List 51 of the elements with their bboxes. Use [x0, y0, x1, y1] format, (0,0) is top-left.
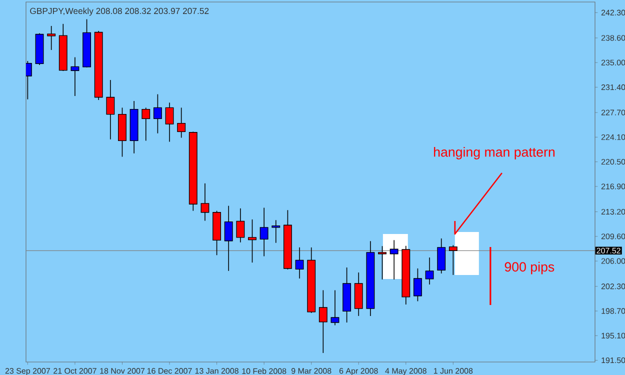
candlestick [70, 56, 80, 96]
candlestick [236, 208, 245, 243]
candlestick [295, 247, 304, 279]
candlestick [437, 238, 446, 274]
y-tick-label: 231.40 [601, 84, 625, 90]
text: GBPJPY,Weekly 208.08 208.32 203.97 207.52 [30, 8, 209, 16]
candlestick [165, 102, 174, 142]
x-tick-label: 13 Jan 2008 [195, 368, 238, 374]
x-tick-label: 6 Apr 2008 [339, 368, 378, 375]
y-tick-label: 224.10 [601, 134, 625, 140]
x-tick-label: 16 Dec 2007 [147, 368, 192, 374]
x-tick-label: 10 Feb 2008 [242, 368, 286, 374]
y-tick-label: 216.90 [601, 184, 625, 190]
candlestick [330, 290, 340, 326]
annotation: hanging man pattern [434, 146, 555, 160]
candlestick [425, 257, 434, 285]
y-tick-label: 220.50 [601, 158, 625, 165]
x-tick-label: 9 Mar 2008 [291, 368, 332, 374]
x-tick-label: 18 Nov 2007 [100, 368, 145, 374]
candlestick [272, 220, 280, 244]
y-tick-label: 227.70 [601, 110, 625, 116]
candlestick [413, 268, 422, 302]
candlestick [448, 244, 458, 276]
y-tick-label: 195.10 [602, 332, 625, 338]
candlestick [47, 26, 56, 50]
candlestick [153, 94, 162, 134]
y-tick-label: 242.30 [601, 10, 625, 16]
candlestick [390, 240, 398, 280]
y-tick-label: 209.60 [601, 234, 625, 240]
y-tick-label: 191.50 [602, 357, 625, 364]
annotation: 900 pips [504, 262, 554, 274]
ref-line-label: 207.52 [596, 248, 620, 254]
candlestick [260, 207, 268, 257]
candlestick [142, 107, 150, 142]
candlestick [200, 182, 210, 222]
y-tick-label: 202.30 [601, 284, 625, 290]
candlestick [177, 107, 186, 138]
x-tick-label: 4 May 2008 [385, 368, 426, 375]
candlestick [106, 80, 115, 140]
x-tick-label: 23 Sep 2007 [5, 368, 50, 375]
candlestick [318, 290, 328, 354]
x-tick-label: 1 Jun 2008 [434, 368, 473, 374]
y-tick-label: 238.60 [601, 35, 625, 41]
y-tick-label: 213.20 [601, 208, 625, 215]
x-tick-label: 21 Oct 2007 [54, 368, 96, 374]
candlestick [378, 246, 386, 280]
y-tick-label: 235.00 [601, 60, 625, 66]
y-tick-label: 206.00 [601, 258, 625, 264]
candlestick [224, 205, 233, 272]
y-tick-label: 198.70 [602, 308, 625, 314]
candlestick [248, 219, 256, 263]
